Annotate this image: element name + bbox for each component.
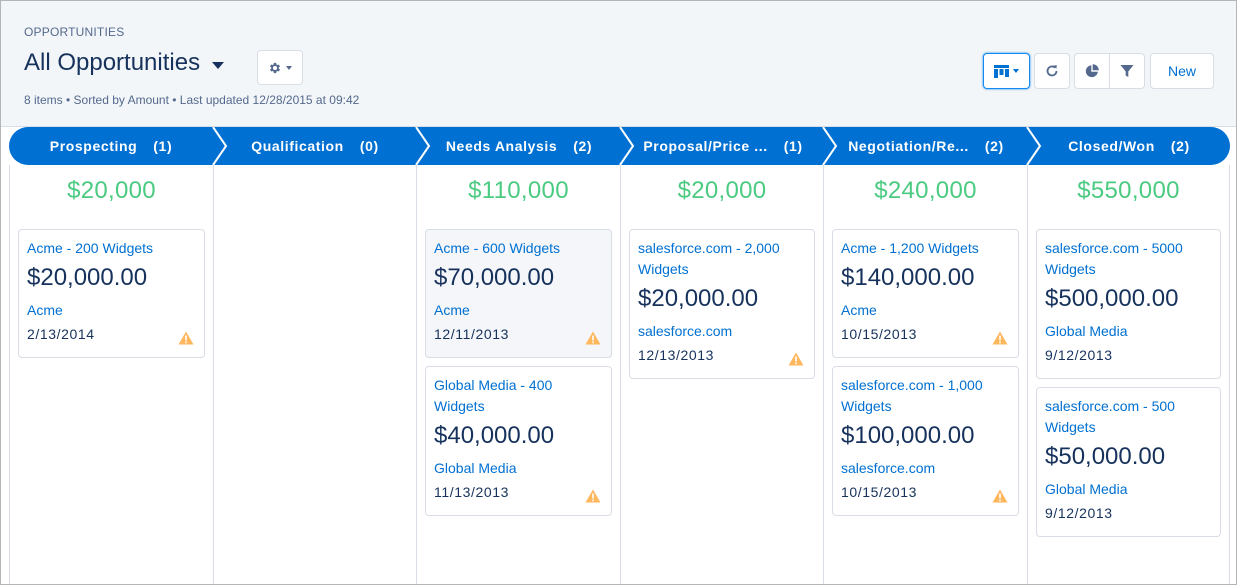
- close-date: 12/13/2013: [638, 347, 715, 363]
- opportunity-card[interactable]: Global Media - 400 Widgets $40,000.00 Gl…: [425, 366, 612, 516]
- column-total-closed-won: $550,000: [1077, 177, 1180, 204]
- stage-label: Closed/Won: [1068, 138, 1155, 154]
- opportunity-card[interactable]: Acme - 600 Widgets $70,000.00 Acme 12/11…: [425, 229, 612, 358]
- stage-count: (1): [783, 138, 803, 154]
- show-charts-button[interactable]: [1074, 53, 1110, 89]
- stage-path-background: [9, 127, 1230, 165]
- list-view-switcher[interactable]: All Opportunities: [24, 49, 225, 77]
- opportunity-card[interactable]: salesforce.com - 5000 Widgets $500,000.0…: [1036, 229, 1221, 379]
- stage-count: (2): [573, 138, 593, 154]
- filter-button[interactable]: [1109, 53, 1145, 89]
- list-view-controls-button[interactable]: [257, 50, 303, 85]
- opportunity-amount: $140,000.00: [841, 264, 975, 291]
- account-name-link[interactable]: Global Media: [1045, 481, 1128, 497]
- column-divider: [823, 165, 824, 584]
- filter-icon: [1120, 65, 1134, 77]
- close-date: 9/12/2013: [1045, 505, 1113, 521]
- refresh-button[interactable]: [1034, 53, 1070, 89]
- warning-icon[interactable]: [585, 489, 601, 503]
- stage-count: (2): [984, 138, 1004, 154]
- opportunity-name-link[interactable]: salesforce.com - 1,000 Widgets: [841, 377, 983, 414]
- opportunity-card[interactable]: Acme - 1,200 Widgets $140,000.00 Acme 10…: [832, 229, 1019, 358]
- warning-icon[interactable]: [992, 489, 1008, 503]
- stage-negotiation-review[interactable]: Negotiation/Re... (2): [824, 127, 1028, 165]
- column-divider: [1229, 165, 1230, 584]
- stage-label: Needs Analysis: [445, 138, 558, 154]
- list-header: OPPORTUNITIES All Opportunities 8 items …: [1, 1, 1236, 127]
- account-name-link[interactable]: Acme: [27, 302, 63, 318]
- opportunity-name-link[interactable]: Global Media - 400 Widgets: [434, 377, 553, 414]
- opportunity-amount: $50,000.00: [1045, 443, 1166, 470]
- account-name-link[interactable]: Acme: [841, 302, 877, 318]
- column-total-proposal: $20,000: [677, 177, 767, 204]
- column-divider: [213, 165, 214, 584]
- opportunity-name-link[interactable]: Acme - 200 Widgets: [27, 240, 154, 256]
- new-button[interactable]: New: [1150, 53, 1214, 89]
- column-divider: [1027, 165, 1028, 584]
- opportunity-amount: $70,000.00: [434, 264, 555, 291]
- column-divider: [620, 165, 621, 584]
- close-date: 10/15/2013: [841, 326, 918, 342]
- stage-label: Prospecting: [49, 138, 138, 154]
- stage-label: Proposal/Price ...: [643, 138, 768, 154]
- column-total-needs-analysis: $110,000: [468, 177, 569, 204]
- close-date: 11/13/2013: [434, 484, 510, 500]
- opportunity-name-link[interactable]: salesforce.com - 5000 Widgets: [1045, 240, 1183, 277]
- close-date: 10/15/2013: [841, 484, 918, 500]
- opportunity-name-link[interactable]: Acme - 600 Widgets: [434, 240, 561, 256]
- refresh-icon: [1046, 65, 1058, 77]
- chevron-down-icon: [286, 65, 292, 70]
- opportunity-amount: $20,000.00: [638, 285, 759, 312]
- stage-count: (2): [1170, 138, 1190, 154]
- stage-needs-analysis[interactable]: Needs Analysis (2): [417, 127, 621, 165]
- stage-count: (1): [153, 138, 173, 154]
- list-meta-info: 8 items • Sorted by Amount • Last update…: [24, 93, 360, 107]
- column-divider: [9, 165, 10, 584]
- pie-chart-icon: [1085, 64, 1099, 78]
- display-as-kanban-button[interactable]: [983, 53, 1030, 89]
- stage-qualification[interactable]: Qualification (0): [213, 127, 417, 165]
- column-divider: [416, 165, 417, 584]
- opportunity-amount: $20,000.00: [27, 264, 148, 291]
- opportunity-amount: $500,000.00: [1045, 285, 1179, 312]
- chevron-down-icon: [1013, 69, 1019, 73]
- column-total-negotiation: $240,000: [874, 177, 977, 204]
- opportunity-card[interactable]: salesforce.com - 1,000 Widgets $100,000.…: [832, 366, 1019, 516]
- object-eyebrow: OPPORTUNITIES: [24, 25, 125, 39]
- opportunity-name-link[interactable]: salesforce.com - 500 Widgets: [1045, 398, 1175, 435]
- opportunity-amount: $40,000.00: [434, 422, 555, 449]
- account-name-link[interactable]: salesforce.com: [841, 460, 936, 476]
- stage-path: [9, 127, 1230, 165]
- stage-closed-won[interactable]: Closed/Won (2): [1028, 127, 1230, 165]
- warning-icon[interactable]: [178, 331, 194, 345]
- account-name-link[interactable]: Global Media: [1045, 323, 1128, 339]
- close-date: 9/12/2013: [1045, 347, 1113, 363]
- gear-icon: [269, 62, 281, 73]
- opportunity-card[interactable]: salesforce.com - 2,000 Widgets $20,000.0…: [629, 229, 815, 379]
- stage-label: Negotiation/Re...: [848, 138, 969, 154]
- account-name-link[interactable]: Acme: [434, 302, 470, 318]
- opportunity-card[interactable]: salesforce.com - 500 Widgets $50,000.00 …: [1036, 387, 1221, 537]
- opportunity-amount: $100,000.00: [841, 422, 975, 449]
- opportunity-name-link[interactable]: salesforce.com - 2,000 Widgets: [638, 240, 780, 277]
- stage-prospecting[interactable]: Prospecting (1): [9, 127, 213, 165]
- page-title[interactable]: All Opportunities: [24, 49, 201, 76]
- stage-proposal-price-quote[interactable]: Proposal/Price ... (1): [621, 127, 825, 165]
- opportunity-name-link[interactable]: Acme - 1,200 Widgets: [841, 240, 979, 256]
- account-name-link[interactable]: salesforce.com: [638, 323, 733, 339]
- opportunity-card[interactable]: Acme - 200 Widgets $20,000.00 Acme 2/13/…: [18, 229, 205, 358]
- close-date: 2/13/2014: [27, 326, 95, 342]
- warning-icon[interactable]: [788, 352, 804, 366]
- warning-icon[interactable]: [585, 331, 601, 345]
- warning-icon[interactable]: [992, 331, 1008, 345]
- chevron-down-icon[interactable]: [212, 61, 225, 69]
- account-name-link[interactable]: Global Media: [434, 460, 517, 476]
- close-date: 12/11/2013: [434, 326, 510, 342]
- stage-count: (0): [359, 138, 379, 154]
- column-total-prospecting: $20,000: [67, 177, 156, 204]
- stage-label: Qualification: [251, 138, 344, 154]
- kanban-icon: [994, 64, 1009, 78]
